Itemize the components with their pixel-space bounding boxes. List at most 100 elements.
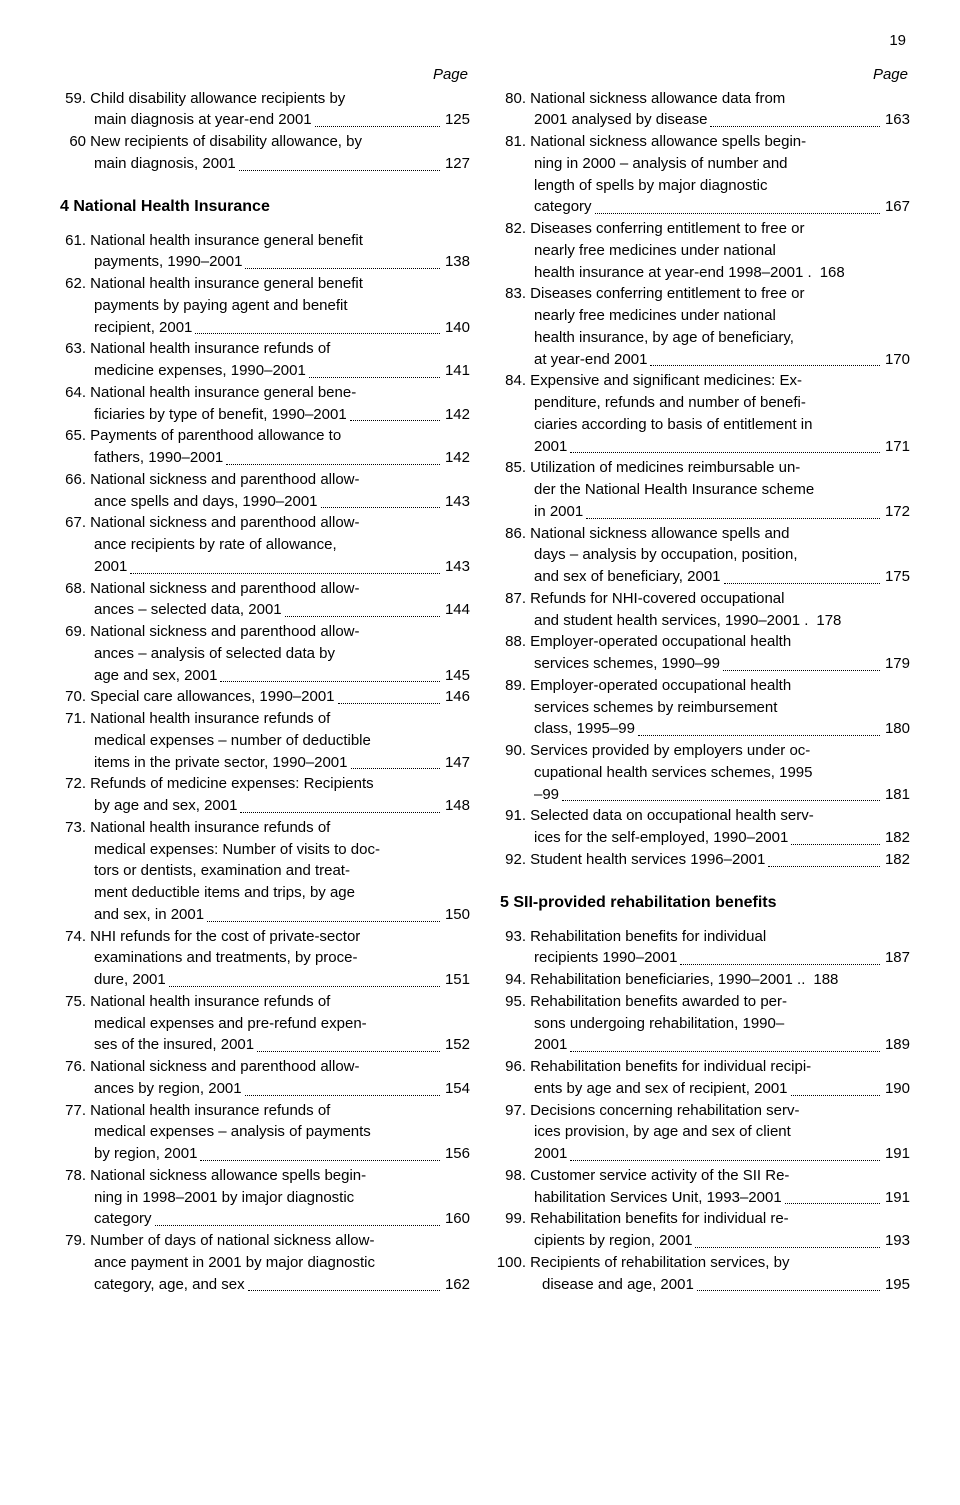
toc-entry: ance spells and days, 1990–2001143 [60,491,470,513]
toc-entry: 94. Rehabilitation beneficiaries, 1990–2… [500,969,910,991]
entry-last-text: 2001 analysed by disease [500,109,707,131]
dot-leader [195,333,440,334]
entry-page: 138 [443,251,470,273]
entry-text: National sickness allowance data from [530,90,785,107]
entry-number: 87. [500,588,526,610]
entry-text: National health insurance refunds of [90,710,330,727]
entry-number: 75. [60,991,86,1013]
entry-number: 93. [500,926,526,948]
section-heading: 4 National Health Insurance [60,195,470,218]
entry-last-text: age and sex, 2001 [60,665,217,687]
toc-entry-line: 76. National sickness and parenthood all… [60,1056,470,1078]
entry-text: Rehabilitation benefits for individual [530,928,766,945]
entry-number: 82. [500,218,526,240]
entry-page: 142 [443,404,470,426]
toc-entry: main diagnosis, 2001127 [60,153,470,175]
toc-entry: and student health services, 1990–2001 .… [500,610,910,632]
toc-entry-line: 91. Selected data on occupational health… [500,805,910,827]
toc-entry: habilitation Services Unit, 1993–2001191 [500,1187,910,1209]
toc-entry-line: 78. National sickness allowance spells b… [60,1165,470,1187]
entry-text: Diseases conferring entitlement to free … [530,285,804,302]
entry-last-text: dure, 2001 [60,969,166,991]
entry-text: National sickness and parenthood allow- [90,580,359,597]
entry-page: 154 [443,1078,470,1100]
toc-entry-line: 98. Customer service activity of the SII… [500,1165,910,1187]
section-heading: 5 SII-provided rehabilitation benefits [500,891,910,914]
toc-entry-line: medical expenses and pre-refund expen- [60,1013,470,1035]
toc-page: 19 Page 59. Child disability allowance r… [0,0,960,1335]
entry-number: 91. [500,805,526,827]
toc-entry: items in the private sector, 1990–2001 14… [60,752,470,774]
entry-text: Recipients of rehabilitation services, b… [530,1254,789,1271]
toc-entry-line: medical expenses: Number of visits to do… [60,839,470,861]
dot-leader [570,452,880,453]
entry-text: National sickness allowance spells begin… [90,1167,366,1184]
dot-leader [570,1051,880,1052]
entry-text: National sickness and parenthood allow- [90,471,359,488]
entry-page: 182 [883,827,910,849]
entry-last-text: recipient, 2001 [60,317,192,339]
entry-number: 60 [60,131,86,153]
entry-text: NHI refunds for the cost of private-sect… [90,928,360,945]
entry-last-text: items in the private sector, 1990–2001 [60,752,348,774]
entry-number: 65. [60,425,86,447]
entry-number: 99. [500,1208,526,1230]
dot-leader [650,365,880,366]
entry-last-text: and student health services, 1990–2001 . [500,610,808,632]
right-entries: 80. National sickness allowance data fro… [500,88,910,1296]
entry-number: 64. [60,382,86,404]
toc-entry-line: 67. National sickness and parenthood all… [60,512,470,534]
dot-leader [248,1290,440,1291]
entry-number: 97. [500,1100,526,1122]
toc-entry-line: ciaries according to basis of entitlemen… [500,414,910,436]
toc-entry-line: payments by paying agent and benefit [60,295,470,317]
entry-text: Employer-operated occupational health [530,633,791,650]
entry-page: 145 [443,665,470,687]
entry-last-text: ses of the insured, 2001 [60,1034,254,1056]
entry-number: 86. [500,523,526,545]
entry-number: 95. [500,991,526,1013]
entry-number: 81. [500,131,526,153]
toc-entry: by age and sex, 2001148 [60,795,470,817]
toc-entry-line: 60 New recipients of disability allowanc… [60,131,470,153]
entry-last-text: 92. Student health services 1996–2001 [500,849,765,871]
entry-number: 70. [60,686,86,708]
right-column: Page 80. National sickness allowance dat… [500,64,910,1296]
toc-entry-line: 73. National health insurance refunds of [60,817,470,839]
toc-entry-line: 97. Decisions concerning rehabilitation … [500,1100,910,1122]
entry-page: 171 [883,436,910,458]
toc-entry: ances – selected data, 2001144 [60,599,470,621]
dot-leader [586,518,880,519]
toc-entry-line: 64. National health insurance general be… [60,382,470,404]
entry-text: Rehabilitation benefits for individual r… [530,1058,811,1075]
dot-leader [680,964,880,965]
entry-text: Child disability allowance recipients by [90,90,345,107]
entry-number: 98. [500,1165,526,1187]
toc-entry-line: sons undergoing rehabilitation, 1990– [500,1013,910,1035]
toc-entry-line: 84. Expensive and significant medicines:… [500,370,910,392]
dot-leader [239,170,440,171]
entry-number: 66. [60,469,86,491]
entry-number: 92. [500,849,526,871]
entry-last-text: at year-end 2001 [500,349,647,371]
entry-page: 167 [883,196,910,218]
toc-entry: main diagnosis at year-end 2001125 [60,109,470,131]
entry-page: 188 [811,969,838,991]
toc-entry: in 2001172 [500,501,910,523]
entry-number: 78. [60,1165,86,1187]
entry-page: 147 [443,752,470,774]
entry-last-text: ents by age and sex of recipient, 2001 [500,1078,788,1100]
dot-leader [226,464,440,465]
entry-page: 146 [443,686,470,708]
toc-entry: category167 [500,196,910,218]
toc-entry-line: health insurance, by age of beneficiary, [500,327,910,349]
entry-last-text: payments, 1990–2001 [60,251,242,273]
entry-text: Decisions concerning rehabilitation serv… [530,1102,799,1119]
entry-text: Payments of parenthood allowance to [90,427,341,444]
page-label-left: Page [60,64,470,86]
entry-last-text: and sex of beneficiary, 2001 [500,566,721,588]
entry-number: 96. [500,1056,526,1078]
entry-last-text: cipients by region, 2001 [500,1230,692,1252]
page-label-right: Page [500,64,910,86]
toc-entry-line: 89. Employer-operated occupational healt… [500,675,910,697]
